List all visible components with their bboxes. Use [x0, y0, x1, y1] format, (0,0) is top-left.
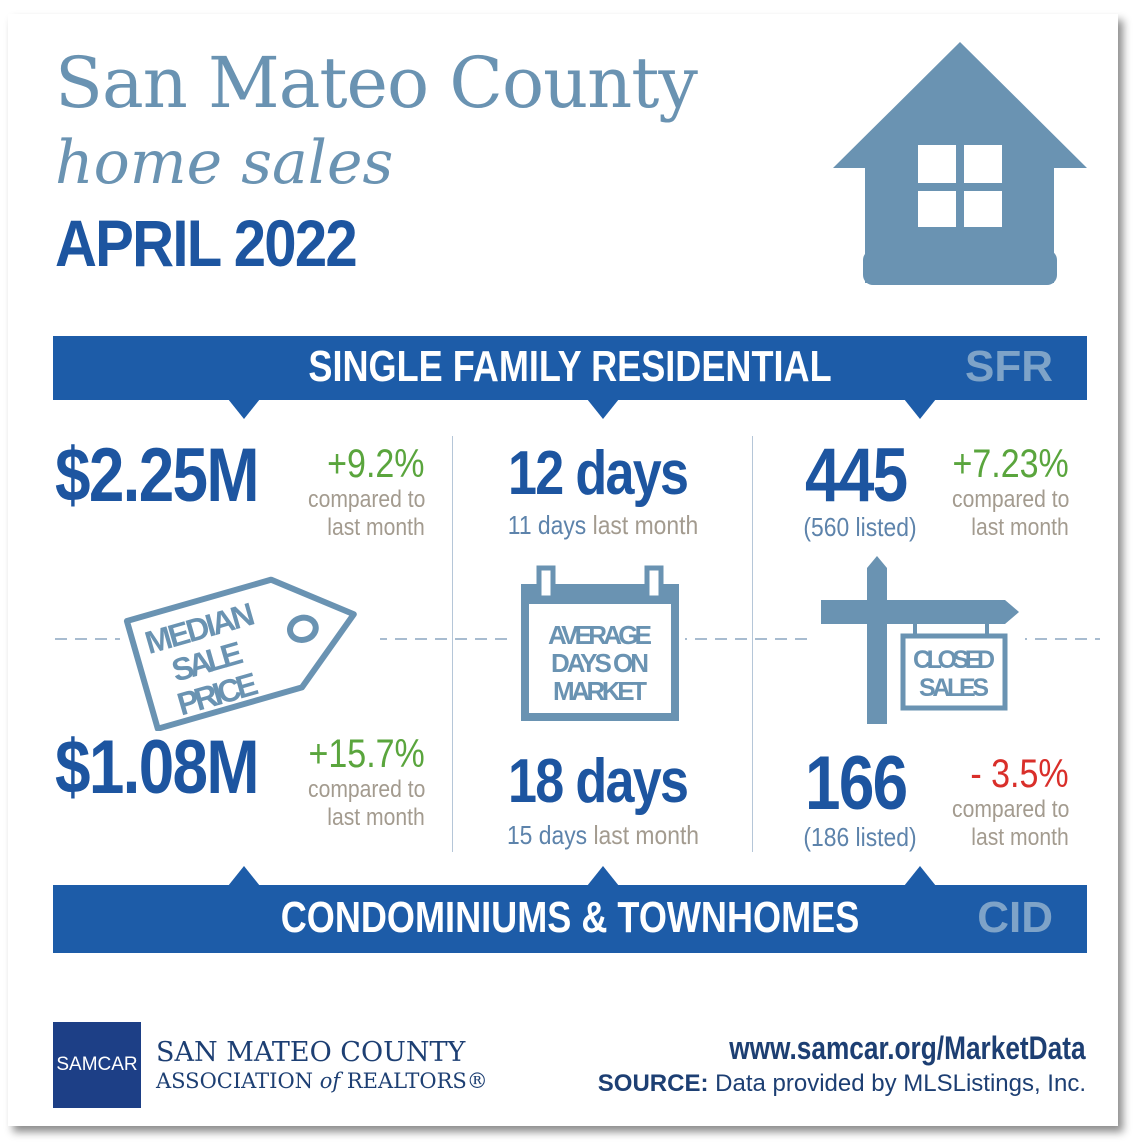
cid-median-compare-1: compared to: [307, 776, 425, 803]
sfr-median-compare-2: last month: [327, 514, 425, 541]
days-label-2: DAYS ON: [551, 648, 649, 678]
column-divider: [752, 436, 753, 852]
sfr-closed-compare-1: compared to: [951, 486, 1069, 513]
calendar-icon: AVERAGE DAYS ON MARKET: [515, 562, 685, 727]
cid-median-compare-2: last month: [327, 804, 425, 831]
sfr-days-previous: 11 days last month: [475, 510, 730, 541]
price-tag-icon: MEDIAN SALE PRICE: [120, 556, 380, 731]
closed-label-2: SALES: [919, 674, 989, 702]
closed-label-1: CLOSED: [913, 646, 995, 674]
days-label-3: MARKET: [553, 676, 647, 706]
sfr-median-compare-1: compared to: [307, 486, 425, 513]
title-county: San Mateo County: [55, 42, 698, 124]
market-data-link[interactable]: www.samcar.org/MarketData: [729, 1030, 1086, 1066]
sfr-band-pointers: [228, 399, 936, 419]
sfr-closed-compare-2: last month: [971, 514, 1069, 541]
cid-band-code: CID: [977, 893, 1053, 942]
cid-days-prev-text: last month: [593, 820, 700, 850]
sfr-closed-change: +7.23%: [952, 442, 1069, 486]
samcar-logo: SAMCAR: [53, 1022, 141, 1108]
sfr-band-title: SINGLE FAMILY RESIDENTIAL: [308, 342, 832, 391]
cid-days-previous: 15 days last month: [475, 820, 730, 851]
source-text: Data provided by MLSListings, Inc.: [708, 1070, 1086, 1097]
source-label: SOURCE:: [597, 1070, 709, 1097]
assoc-post: REALTORS®: [340, 1069, 488, 1093]
samcar-logo-text: SAMCAR: [56, 1054, 138, 1075]
source-note: SOURCE: Data provided by MLSListings, In…: [598, 1070, 1086, 1098]
cid-band: CONDOMINIUMS & TOWNHOMES CID: [53, 885, 1087, 953]
sfr-median-change: +9.2%: [327, 442, 425, 486]
cid-band-title: CONDOMINIUMS & TOWNHOMES: [280, 893, 860, 942]
column-divider: [452, 436, 453, 852]
assoc-of: of: [319, 1069, 341, 1093]
sfr-median-price: $2.25M: [55, 433, 260, 518]
sfr-days: 12 days: [508, 439, 689, 508]
cid-median-price: $1.08M: [55, 725, 260, 810]
sfr-band-code: SFR: [965, 342, 1053, 391]
sfr-days-prev-text: last month: [592, 510, 699, 540]
cid-closed-change: - 3.5%: [970, 752, 1069, 796]
days-label-1: AVERAGE: [548, 620, 652, 650]
sfr-closed-listed: (560 listed): [803, 512, 917, 542]
signpost-icon: CLOSED SALES: [815, 556, 1025, 728]
sfr-closed: 445: [805, 433, 908, 518]
cid-closed: 166: [805, 741, 908, 826]
footer-org-name: SAN MATEO COUNTY: [156, 1037, 466, 1068]
sfr-band: SINGLE FAMILY RESIDENTIAL SFR: [53, 336, 1087, 400]
cid-closed-compare-2: last month: [971, 824, 1069, 851]
title-subtitle: home sales: [55, 128, 394, 198]
cid-days-prev-num: 15 days: [506, 820, 588, 850]
sfr-days-prev-num: 11 days: [507, 510, 587, 540]
cid-median-change: +15.7%: [308, 732, 425, 776]
assoc-pre: ASSOCIATION: [156, 1069, 320, 1093]
title-period: APRIL 2022: [55, 206, 358, 280]
cid-closed-listed: (186 listed): [803, 822, 917, 852]
cid-days: 18 days: [508, 747, 689, 816]
cid-band-pointers: [228, 866, 936, 886]
cid-closed-compare-1: compared to: [951, 796, 1069, 823]
house-icon: [833, 42, 1087, 285]
footer-association: ASSOCIATION of REALTORS®: [156, 1069, 488, 1093]
